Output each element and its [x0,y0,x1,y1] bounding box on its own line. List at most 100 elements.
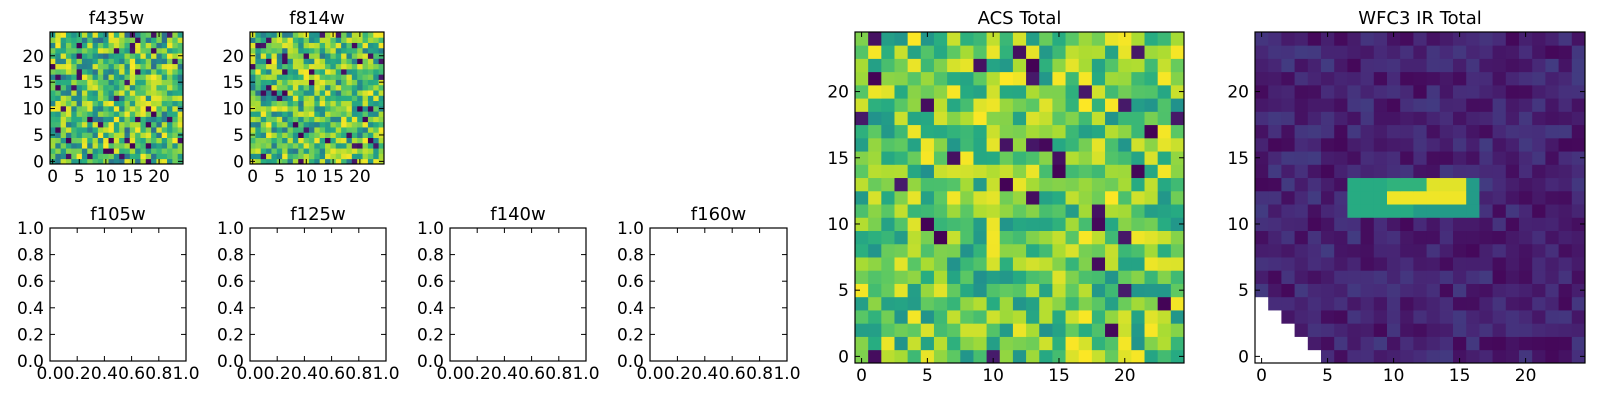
heatmap-cell [341,37,347,43]
heatmap-cell [881,190,895,205]
heatmap-cell [87,153,93,160]
heatmap-cell [97,137,104,144]
heatmap-cell [276,127,283,133]
heatmap-cell [373,32,380,38]
heatmap-cell [881,270,895,284]
heatmap-cell [1519,84,1533,99]
heatmap-cell [947,190,961,205]
heatmap-cell [1479,230,1493,245]
heatmap-cell [373,127,380,133]
heatmap-cell [1387,137,1401,152]
heatmap-cell [1065,243,1080,258]
heatmap-cell [1360,283,1375,298]
heatmap-cell [97,142,104,149]
heatmap-cell [1294,32,1309,46]
heatmap-cell [1039,137,1053,152]
heatmap-cell [298,148,304,154]
heatmap-cell [1439,32,1454,46]
heatmap-cell [1268,151,1282,165]
heatmap-cell [250,58,256,65]
heatmap-cell [1091,243,1106,258]
heatmap-cell [1307,336,1322,351]
heatmap-cell [287,132,294,138]
heatmap-cell [351,142,358,149]
heatmap-cell [55,142,62,149]
heatmap-cell [1571,32,1586,46]
heatmap-cell [1012,111,1027,126]
heatmap-cell [1360,45,1375,59]
y-tick-label: 20 [22,47,44,67]
heatmap-cell [282,105,288,112]
heatmap-cell [1281,310,1295,324]
heatmap-cell [87,100,93,107]
heatmap-cell [933,151,948,165]
heatmap-cell [341,84,347,91]
heatmap-cell [1026,217,1040,231]
heatmap-cell [907,230,922,245]
heatmap-cell [292,127,299,133]
heatmap-cell [1373,270,1388,284]
heatmap-cell [1571,217,1586,231]
heatmap-cell [1281,98,1295,112]
heatmap-cell [1157,98,1172,112]
heatmap-cell [266,63,272,70]
heatmap-cell [1307,84,1322,99]
heatmap-cell [314,63,321,70]
heatmap-cell [335,158,342,165]
heatmap-cell [1268,257,1282,271]
heatmap-cell [135,84,141,91]
heatmap-cell [1255,164,1269,179]
y-tick-label: 0.8 [17,246,44,266]
heatmap-cell [129,148,136,154]
heatmap-cell [1131,230,1145,245]
heatmap-cell [346,58,353,65]
heatmap-cell [1105,124,1119,139]
heatmap-cell [92,74,99,80]
heatmap-cell [1360,336,1375,351]
y-tick-label: 0.4 [617,299,644,319]
heatmap-cell [1118,45,1132,59]
heatmap-cell [1294,124,1309,139]
heatmap-cell [1281,230,1295,245]
heatmap-cell [276,58,283,65]
heatmap-cell [76,95,83,102]
heatmap-cell [1078,124,1093,139]
heatmap-cell [1439,204,1454,218]
heatmap-cell [97,74,104,80]
heatmap-cell [1334,296,1348,311]
heatmap-cell [947,98,961,112]
heatmap-cell [947,243,961,258]
heatmap-cell [868,243,882,258]
heatmap-cell [335,95,342,102]
heatmap-cell [1091,190,1106,205]
y-tick-label: 5 [1238,281,1249,301]
heatmap-cell [933,270,948,284]
heatmap-cell [287,63,294,70]
heatmap-cell [960,310,974,324]
y-tick-label: 0.2 [417,325,444,345]
heatmap-cell [357,84,363,91]
heatmap-cell [1255,230,1269,245]
heatmap-cell [1347,296,1361,311]
heatmap-cell [50,42,56,49]
heatmap-cell [303,148,310,154]
heatmap-cell [167,137,173,144]
heatmap-cell [177,32,184,38]
heatmap-cell [330,153,337,160]
heatmap-cell [145,111,152,117]
heatmap-cell [973,151,987,165]
x-tick-label: 1.0 [172,364,199,384]
heatmap-cell [151,95,157,102]
heatmap-cell [1131,137,1145,152]
heatmap-cell [1360,98,1375,112]
heatmap-cell [325,111,331,117]
heatmap-cell [1281,217,1295,231]
heatmap-cell [140,158,147,165]
heatmap-cell [325,153,331,160]
heatmap-cell [76,68,83,75]
heatmap-cell [351,105,358,112]
heatmap-cell [1065,111,1080,126]
heatmap-cell [960,111,974,126]
heatmap-cell [999,243,1014,258]
